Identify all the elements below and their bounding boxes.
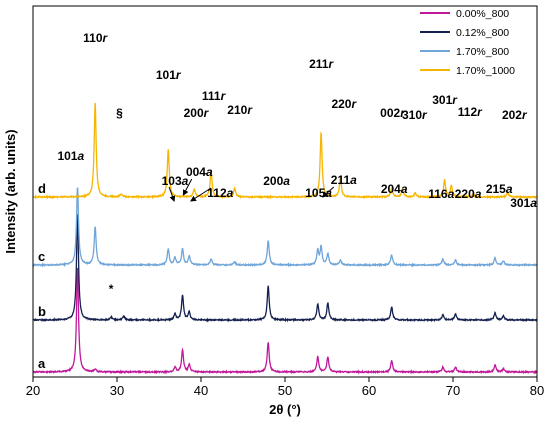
peak-label: 301a — [510, 196, 537, 210]
series-line-b — [32, 213, 538, 323]
y-axis-title: Intensity (arb. units) — [3, 129, 18, 253]
annotation-arrow — [168, 186, 176, 202]
x-tick-label: 20 — [26, 383, 40, 398]
peak-label: 004a — [186, 165, 213, 179]
x-axis-title: 2θ (°) — [269, 402, 301, 417]
curve-label-b: b — [38, 304, 46, 319]
peak-label: 101r — [156, 68, 182, 82]
annotation-arrows — [168, 178, 335, 202]
peak-label: 310r — [402, 108, 428, 122]
peak-label: 211a — [331, 173, 357, 187]
series-line-d — [32, 102, 538, 200]
peak-label: 301r — [432, 93, 458, 107]
peak-label: 204a — [381, 182, 408, 196]
legend-entry: 0.00%_800 — [456, 8, 509, 20]
curve-label-d: d — [38, 181, 46, 196]
peak-label: § — [116, 106, 123, 120]
peak-label: 200a — [263, 174, 290, 188]
peak-label: * — [109, 282, 114, 296]
peak-label: 211r — [309, 57, 334, 71]
curve-label-a: a — [38, 356, 46, 371]
peak-label: 112a — [207, 186, 233, 200]
peak-label: 111r — [202, 89, 227, 103]
series-line-c — [32, 187, 538, 268]
peak-label: 116a — [428, 187, 454, 201]
peak-label: 202r — [502, 108, 528, 122]
peak-label: 103a — [162, 174, 189, 188]
legend-entry: 1.70%_800 — [456, 46, 509, 58]
x-tick-label: 80 — [530, 383, 544, 398]
peak-label: 105a — [305, 186, 332, 200]
peak-label: 220r — [331, 97, 357, 111]
curve-labels: a b c d — [38, 181, 46, 371]
x-tick-label: 40 — [194, 383, 208, 398]
peak-label: 112r — [458, 105, 483, 119]
peak-label: 200r — [184, 106, 210, 120]
peak-label: 101a — [57, 149, 84, 163]
legend-entry: 0.12%_800 — [456, 27, 509, 39]
plot-lines — [32, 102, 538, 375]
peak-label: 220a — [455, 187, 482, 201]
curve-label-c: c — [38, 249, 45, 264]
annotation-arrow — [190, 187, 212, 202]
annotation-arrow — [322, 186, 335, 198]
x-tick-label: 70 — [446, 383, 460, 398]
x-axis-ticks: 20 30 40 50 60 70 80 — [26, 377, 544, 398]
peak-label: 110r — [83, 31, 108, 45]
legend-entry: 1.70%_1000 — [456, 65, 515, 77]
series-line-a — [32, 267, 538, 375]
x-tick-label: 60 — [362, 383, 376, 398]
legend: 0.00%_800 0.12%_800 1.70%_800 1.70%_1000 — [420, 8, 515, 77]
x-tick-label: 30 — [110, 383, 124, 398]
x-tick-label: 50 — [278, 383, 292, 398]
peak-label: 210r — [227, 103, 253, 117]
peak-label: 002r — [380, 106, 406, 120]
annotation-arrow — [182, 178, 193, 196]
peak-label: 215a — [486, 182, 513, 196]
